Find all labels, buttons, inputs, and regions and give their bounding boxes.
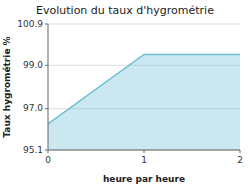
y-tick <box>45 24 48 25</box>
plot-area <box>48 54 240 150</box>
y-tick-label: 95.1 <box>23 145 43 155</box>
x-tick <box>144 150 145 153</box>
grid <box>48 24 240 150</box>
x-tick-label: 2 <box>237 155 243 165</box>
x-tick <box>240 150 241 153</box>
line <box>48 54 240 124</box>
chart-title: Evolution du taux d'hygrométrie <box>36 4 214 17</box>
y-axis-label: Taux hygrométrie % <box>2 36 12 137</box>
y-tick <box>45 108 48 109</box>
y-axis-line <box>48 24 49 150</box>
chart-svg: 95.1 97.0 99.0 100.9 0 1 2 Evolution du taux d'… <box>0 0 250 188</box>
axes: 95.1 97.0 99.0 100.9 0 1 2 <box>17 19 243 166</box>
y-tick <box>45 65 48 66</box>
x-tick <box>48 150 49 153</box>
grid-line <box>48 24 240 25</box>
x-tick-label: 0 <box>45 155 51 165</box>
y-tick-label: 97.0 <box>23 103 43 113</box>
x-tick-label: 1 <box>141 155 147 165</box>
y-tick-label: 99.0 <box>23 60 43 70</box>
y-tick-label: 100.9 <box>17 19 43 29</box>
x-axis-label: heure par heure <box>103 174 185 184</box>
chart-container: 95.1 97.0 99.0 100.9 0 1 2 Evolution du taux d'… <box>0 0 250 188</box>
area-fill <box>48 54 240 150</box>
